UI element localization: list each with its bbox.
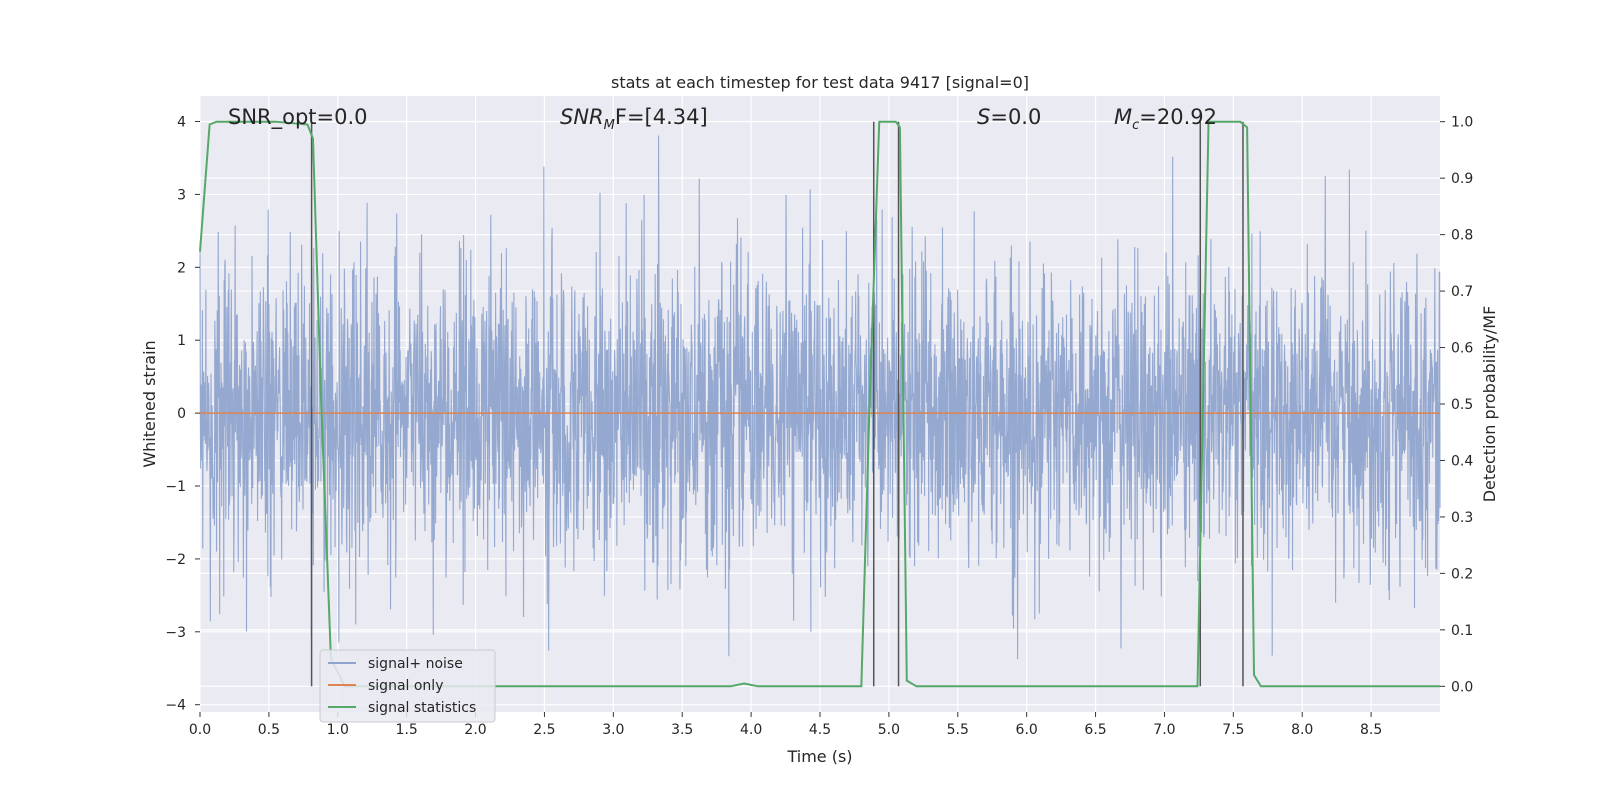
x-tick-label: 6.0 — [1016, 722, 1038, 738]
annotation-s-pre: S — [977, 105, 990, 129]
annotation-s-post: =0.0 — [990, 105, 1041, 129]
x-tick-label: 6.5 — [1084, 722, 1106, 738]
right-y-tick-label: 0.3 — [1451, 510, 1473, 526]
right-y-tick-label: 0.8 — [1451, 228, 1473, 244]
left-y-tick-label: 3 — [177, 187, 186, 203]
annotation-mc: Mc=20.92 — [1114, 105, 1217, 133]
left-y-axis-label: Whitened strain — [140, 340, 159, 467]
left-y-tick-label: 0 — [177, 406, 186, 422]
left-y-tick-label: −4 — [165, 698, 186, 714]
right-y-tick-label: 1.0 — [1451, 115, 1473, 131]
left-y-tick-label: −1 — [165, 479, 186, 495]
legend-label-signal-statistics: signal statistics — [368, 700, 476, 716]
left-y-tick-label: −2 — [165, 552, 186, 568]
legend: signal+ noise signal only signal statist… — [319, 649, 496, 723]
x-axis-ticks: 0.0 0.5 1.0 1.5 2.0 2.5 3.0 3.5 4.0 4.5 5.0 5.5 6.0 6… — [189, 712, 1382, 738]
left-y-tick-label: 2 — [177, 260, 186, 276]
x-tick-label: 7.0 — [1153, 722, 1175, 738]
x-tick-label: 4.0 — [740, 722, 762, 738]
annotation-s: S=0.0 — [977, 105, 1041, 129]
signal-statistics-line — [199, 120, 1440, 688]
x-axis-label: Time (s) — [786, 747, 852, 766]
x-tick-label: 1.0 — [327, 722, 349, 738]
x-tick-label: 0.0 — [189, 722, 211, 738]
legend-label-signal-only: signal only — [368, 678, 443, 694]
annotation-snr-mf-post: F=[4.34] — [615, 105, 708, 129]
right-y-tick-label: 0.5 — [1451, 397, 1473, 413]
x-tick-label: 3.0 — [602, 722, 624, 738]
left-y-tick-label: 4 — [177, 115, 186, 131]
right-y-tick-label: 0.6 — [1451, 341, 1473, 357]
right-y-tick-label: 0.0 — [1451, 679, 1473, 695]
x-tick-label: 2.5 — [533, 722, 555, 738]
x-tick-label: 0.5 — [258, 722, 280, 738]
right-y-tick-label: 0.2 — [1451, 566, 1473, 582]
x-tick-label: 5.0 — [878, 722, 900, 738]
right-y-axis-ticks: 1.0 0.9 0.8 0.7 0.6 0.5 0.4 0.3 0.2 0.1 0.0 — [1440, 115, 1473, 695]
annotation-snr-mf: SNRMF=[4.34] — [560, 105, 708, 133]
x-tick-label: 8.5 — [1360, 722, 1382, 738]
annotation-mc-post: =20.92 — [1139, 105, 1217, 129]
signal-noise-series — [199, 135, 1441, 660]
x-tick-label: 8.0 — [1291, 722, 1313, 738]
annotation-mc-sub: c — [1132, 118, 1139, 133]
annotation-snr-mf-sub: M — [604, 118, 615, 133]
x-tick-label: 3.5 — [671, 722, 693, 738]
vertical-markers — [310, 121, 1244, 687]
chart-title: stats at each timestep for test data 941… — [611, 73, 1029, 92]
x-tick-label: 1.5 — [396, 722, 418, 738]
x-tick-label: 2.0 — [464, 722, 486, 738]
right-y-tick-label: 0.1 — [1451, 623, 1473, 639]
annotation-snr-opt: SNR_opt=0.0 — [228, 105, 368, 130]
left-y-axis-ticks: 4 3 2 1 0 −1 −2 −3 −4 — [165, 115, 200, 714]
x-tick-label: 7.5 — [1222, 722, 1244, 738]
x-tick-label: 5.5 — [947, 722, 969, 738]
right-y-tick-label: 0.4 — [1451, 453, 1473, 469]
right-y-axis-label: Detection probability/MF — [1480, 306, 1499, 503]
left-y-tick-label: 1 — [177, 333, 186, 349]
right-y-tick-label: 0.7 — [1451, 284, 1473, 300]
signal-statistics-series — [199, 120, 1440, 688]
right-y-tick-label: 0.9 — [1451, 171, 1473, 187]
annotation-mc-pre: M — [1114, 105, 1132, 129]
x-tick-label: 4.5 — [809, 722, 831, 738]
left-y-tick-label: −3 — [165, 625, 186, 641]
signal-noise-line — [199, 135, 1441, 660]
legend-label-signal-noise: signal+ noise — [368, 656, 463, 672]
legend-box — [319, 649, 496, 723]
annotation-snr-mf-pre: SNR — [560, 105, 604, 129]
